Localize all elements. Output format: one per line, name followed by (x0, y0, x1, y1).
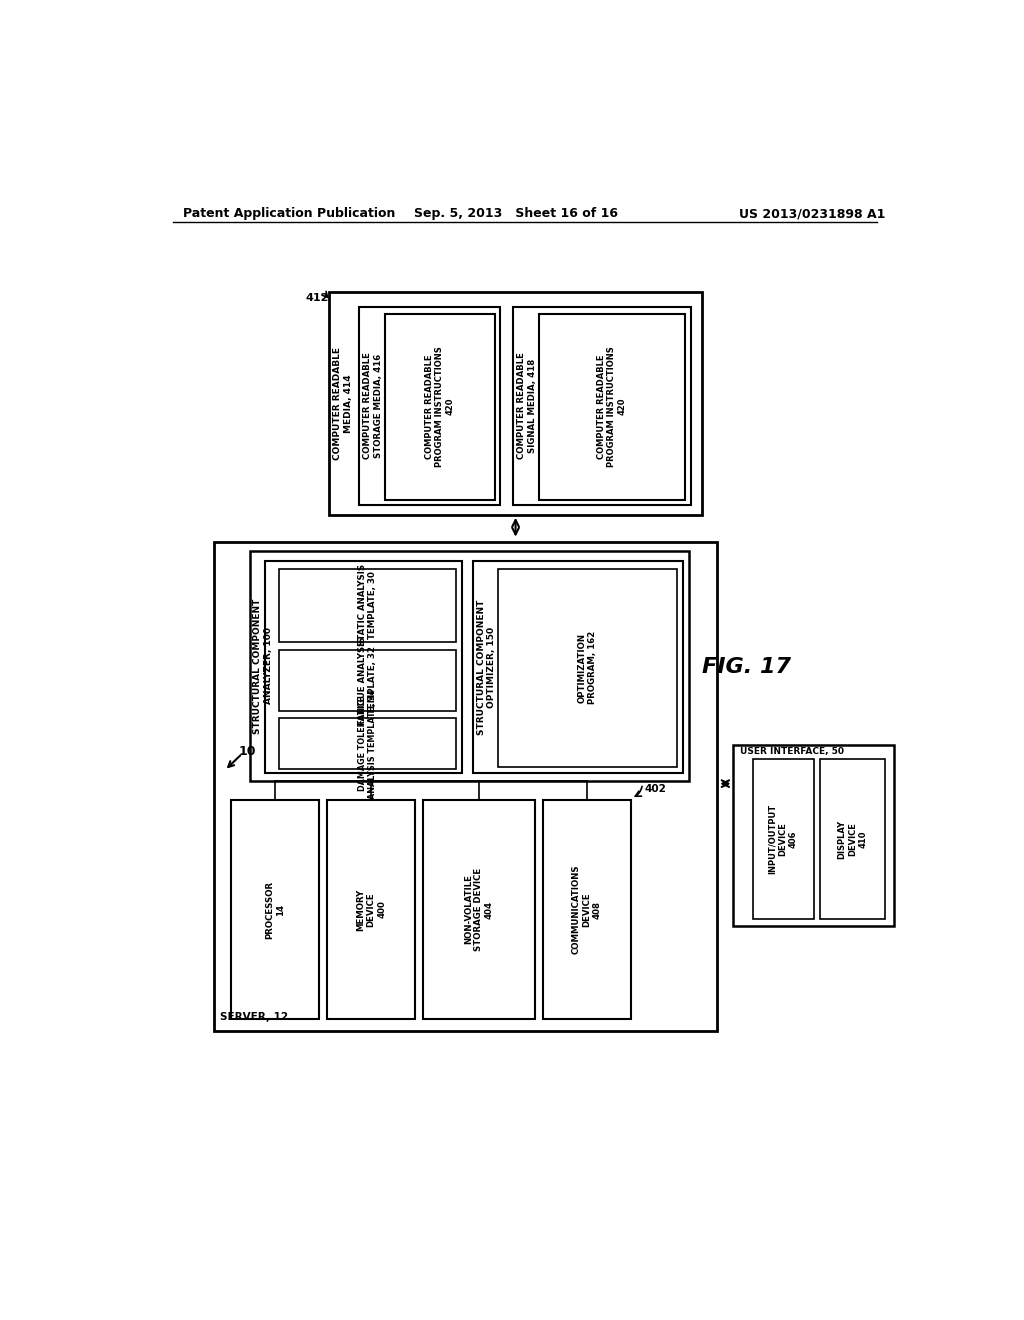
Bar (327, 800, 416, 1019)
Text: STRUCTURAL COMPONENT
OPTIMIZER, 150: STRUCTURAL COMPONENT OPTIMIZER, 150 (476, 599, 496, 735)
Bar (385, 314, 495, 499)
Text: Sep. 5, 2013   Sheet 16 of 16: Sep. 5, 2013 Sheet 16 of 16 (414, 207, 617, 220)
Text: USER INTERFACE, 50: USER INTERFACE, 50 (739, 747, 844, 756)
Text: 402: 402 (644, 784, 666, 793)
Bar (733, 744, 894, 927)
Text: NON-VOLATILE
STORAGE DEVICE
404: NON-VOLATILE STORAGE DEVICE 404 (464, 869, 494, 952)
Bar (214, 543, 717, 1031)
Bar (280, 649, 456, 711)
Text: PROCESSOR
14: PROCESSOR 14 (265, 880, 285, 939)
Bar (539, 314, 685, 499)
Bar (359, 308, 500, 506)
Bar (280, 569, 456, 642)
Text: COMPUTER READABLE
STORAGE MEDIA, 416: COMPUTER READABLE STORAGE MEDIA, 416 (364, 352, 383, 459)
Bar (543, 800, 631, 1019)
Bar (250, 552, 689, 780)
Bar (330, 292, 701, 515)
Text: STRUCTURAL COMPONENT
ANALYZER, 100: STRUCTURAL COMPONENT ANALYZER, 100 (253, 598, 272, 734)
Text: COMMUNICATIONS
DEVICE
408: COMMUNICATIONS DEVICE 408 (571, 865, 602, 954)
Text: COMPUTER READABLE
MEDIA, 414: COMPUTER READABLE MEDIA, 414 (334, 347, 353, 459)
Text: INPUT/OUTPUT
DEVICE
406: INPUT/OUTPUT DEVICE 406 (768, 804, 798, 874)
Text: COMPUTER READABLE
PROGRAM INSTRUCTIONS
420: COMPUTER READABLE PROGRAM INSTRUCTIONS 4… (425, 346, 455, 467)
Text: DAMAGE TOLERANCE
ANALYSIS TEMPLATE, 34: DAMAGE TOLERANCE ANALYSIS TEMPLATE, 34 (357, 689, 377, 799)
Bar (280, 718, 456, 770)
Text: US 2013/0231898 A1: US 2013/0231898 A1 (738, 207, 885, 220)
Text: COMPUTER READABLE
SIGNAL MEDIA, 418: COMPUTER READABLE SIGNAL MEDIA, 418 (517, 352, 537, 459)
Bar (423, 800, 535, 1019)
Bar (753, 759, 813, 919)
Text: FIG. 17: FIG. 17 (702, 656, 792, 677)
Text: STATIC ANALYSIS
TEMPLATE, 30: STATIC ANALYSIS TEMPLATE, 30 (357, 565, 377, 647)
Text: FATIGUE ANALYSIS
TEMPLATE, 32: FATIGUE ANALYSIS TEMPLATE, 32 (357, 636, 377, 725)
Bar (513, 308, 691, 506)
Text: MEMORY
DEVICE
400: MEMORY DEVICE 400 (356, 888, 386, 931)
Bar (230, 800, 319, 1019)
Text: OPTIMIZATION
PROGRAM, 162: OPTIMIZATION PROGRAM, 162 (578, 631, 597, 705)
Text: DISPLAY
DEVICE
410: DISPLAY DEVICE 410 (838, 820, 867, 858)
Bar (265, 561, 462, 774)
Text: SERVER, 12: SERVER, 12 (220, 1011, 288, 1022)
Text: Patent Application Publication: Patent Application Publication (183, 207, 395, 220)
Bar (473, 561, 683, 774)
Text: COMPUTER READABLE
PROGRAM INSTRUCTIONS
420: COMPUTER READABLE PROGRAM INSTRUCTIONS 4… (597, 346, 627, 467)
Text: 10: 10 (239, 744, 256, 758)
Text: 412: 412 (305, 293, 329, 304)
Bar (819, 759, 885, 919)
Bar (498, 569, 677, 767)
